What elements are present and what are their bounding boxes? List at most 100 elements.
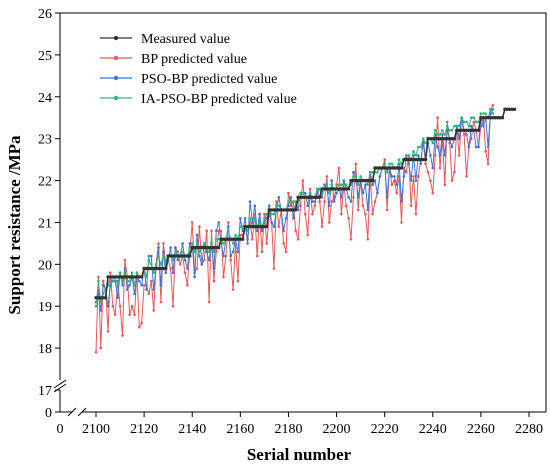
- data-point: [299, 191, 302, 195]
- data-point: [330, 179, 334, 182]
- data-point: [438, 133, 442, 136]
- data-point: [284, 208, 288, 212]
- data-point: [159, 263, 163, 266]
- data-point: [157, 246, 160, 249]
- data-point: [270, 221, 273, 224]
- data-point: [419, 162, 423, 166]
- data-point: [484, 112, 488, 115]
- data-point: [284, 250, 288, 254]
- data-point: [431, 137, 435, 141]
- data-point: [190, 221, 194, 224]
- data-point: [363, 178, 368, 183]
- data-point: [330, 183, 334, 186]
- data-point: [166, 254, 170, 258]
- data-point: [342, 183, 346, 186]
- data-point: [448, 129, 451, 132]
- data-point: [344, 204, 348, 207]
- data-point: [94, 304, 98, 308]
- data-point: [233, 237, 238, 241]
- data-point: [356, 183, 360, 186]
- data-point: [108, 275, 113, 279]
- data-point: [275, 200, 278, 203]
- data-point: [291, 208, 295, 212]
- data-point: [205, 245, 209, 250]
- data-point: [147, 254, 151, 258]
- y-tick-label: 0: [45, 406, 52, 421]
- legend-swatch-marker: [113, 55, 119, 61]
- data-point: [361, 178, 365, 183]
- data-point: [236, 237, 240, 241]
- data-point: [316, 187, 319, 191]
- data-point: [443, 154, 447, 157]
- data-point: [318, 187, 322, 191]
- data-point: [318, 200, 322, 203]
- data-point: [265, 224, 269, 229]
- data-point: [334, 187, 339, 191]
- data-point: [231, 250, 235, 254]
- data-point: [361, 191, 365, 195]
- data-point: [188, 254, 192, 258]
- data-point: [467, 124, 471, 128]
- data-point: [140, 275, 144, 279]
- data-point: [313, 204, 317, 207]
- data-point: [315, 195, 319, 199]
- data-point: [231, 242, 235, 245]
- data-point: [214, 245, 218, 250]
- data-point: [373, 166, 377, 170]
- data-point: [370, 178, 375, 183]
- data-point: [373, 200, 377, 203]
- data-point: [113, 275, 117, 279]
- data-point: [245, 224, 250, 229]
- data-point: [96, 296, 101, 300]
- data-point: [441, 129, 444, 132]
- y-tick-label: 19: [38, 300, 52, 315]
- data-point: [190, 245, 194, 250]
- data-point: [150, 263, 153, 266]
- data-point: [152, 288, 155, 291]
- legend-swatch-marker: [113, 95, 119, 101]
- data-point: [292, 217, 295, 220]
- data-point: [323, 200, 326, 203]
- data-point: [195, 242, 199, 245]
- data-point: [113, 313, 117, 316]
- data-point: [229, 237, 233, 241]
- x-tick-label: 2280: [515, 422, 543, 437]
- data-point: [227, 221, 230, 224]
- data-point: [255, 254, 259, 258]
- data-point: [366, 208, 370, 212]
- data-point: [510, 107, 514, 112]
- data-point: [133, 284, 136, 287]
- data-point: [195, 267, 199, 270]
- data-point: [111, 304, 115, 308]
- data-point: [154, 266, 158, 271]
- data-point: [402, 175, 406, 178]
- data-point: [157, 242, 160, 245]
- data-point: [429, 154, 432, 157]
- legend-label: PSO-BP predicted value: [141, 72, 277, 87]
- data-point: [347, 196, 350, 199]
- data-point: [253, 224, 257, 229]
- data-point: [150, 254, 153, 258]
- data-point: [263, 212, 266, 216]
- data-point: [426, 170, 430, 174]
- legend-item: IA-PSO-BP predicted value: [100, 92, 297, 107]
- data-point: [352, 196, 355, 199]
- data-point: [325, 187, 329, 191]
- data-point: [126, 279, 129, 283]
- data-point: [150, 279, 153, 283]
- data-point: [486, 116, 490, 120]
- data-point: [275, 204, 278, 207]
- data-point: [205, 250, 208, 254]
- data-point: [419, 145, 423, 149]
- data-point: [417, 145, 420, 149]
- data-point: [339, 187, 344, 191]
- data-point: [178, 254, 182, 258]
- data-point: [445, 137, 449, 141]
- data-point: [479, 112, 483, 115]
- data-point: [147, 258, 151, 262]
- data-point: [212, 250, 216, 254]
- data-point: [351, 178, 356, 183]
- data-point: [417, 175, 420, 178]
- data-point: [263, 217, 266, 220]
- data-point: [330, 187, 334, 191]
